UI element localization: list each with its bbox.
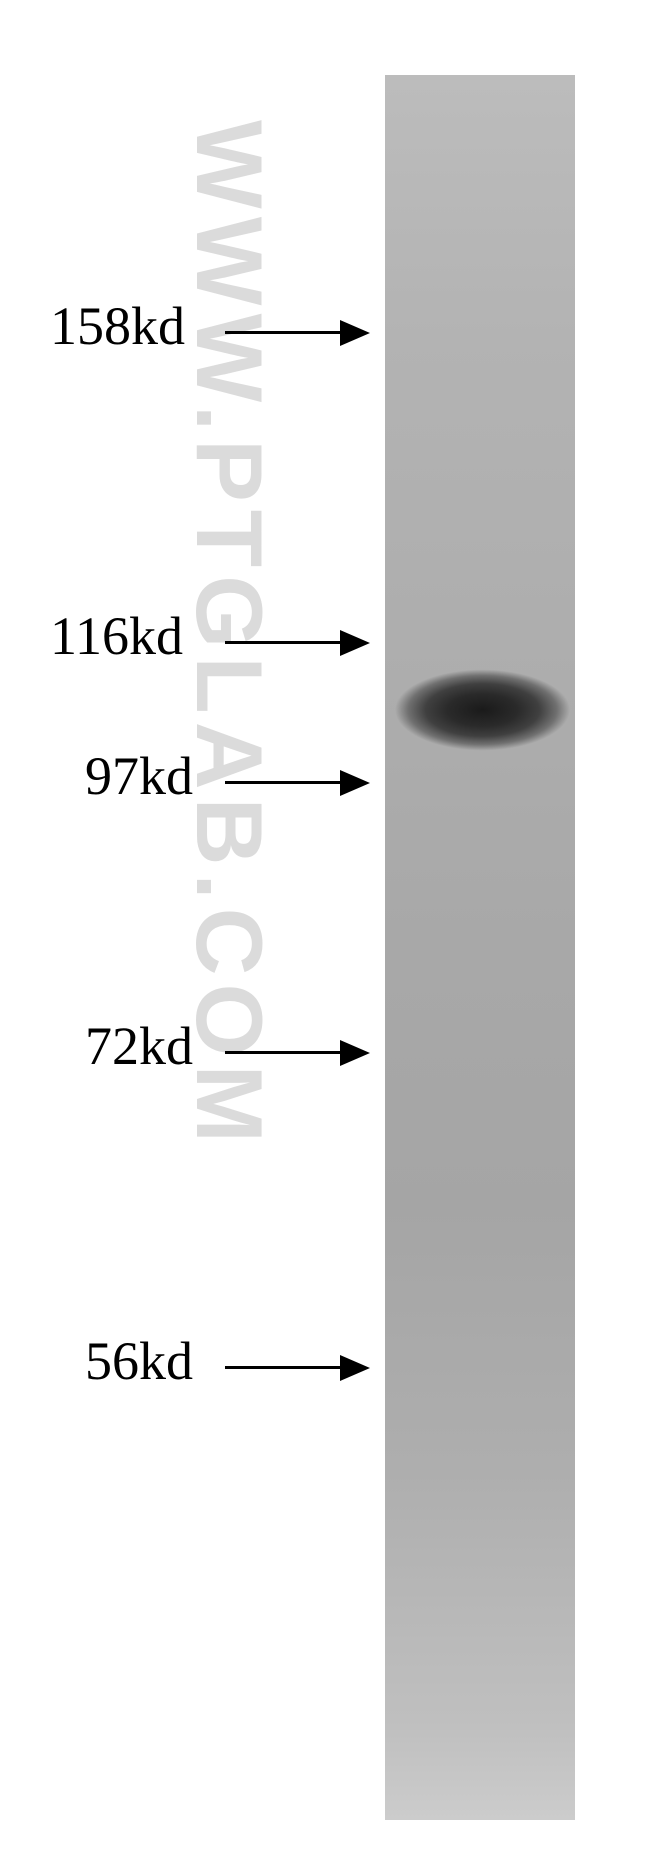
arrow-line [225,781,342,784]
arrow-line [225,1366,342,1369]
marker-label-116: 116kd [50,605,183,667]
marker-label-97: 97kd [85,745,193,807]
blot-lane [385,75,575,1820]
western-blot-figure: WWW.PTGLAB.COM 158kd 116kd 97kd 72kd 56k… [0,0,650,1855]
arrow-head-icon [340,320,370,346]
marker-label-158: 158kd [50,295,185,357]
marker-label-72: 72kd [85,1015,193,1077]
marker-arrow-116 [225,630,370,656]
arrow-head-icon [340,770,370,796]
arrow-head-icon [340,630,370,656]
arrow-head-icon [340,1355,370,1381]
marker-arrow-72 [225,1040,370,1066]
marker-arrow-97 [225,770,370,796]
marker-arrow-158 [225,320,370,346]
arrow-line [225,1051,342,1054]
arrow-line [225,641,342,644]
arrow-head-icon [340,1040,370,1066]
marker-label-56: 56kd [85,1330,193,1392]
marker-arrow-56 [225,1355,370,1381]
protein-band [395,665,570,755]
arrow-line [225,331,342,334]
